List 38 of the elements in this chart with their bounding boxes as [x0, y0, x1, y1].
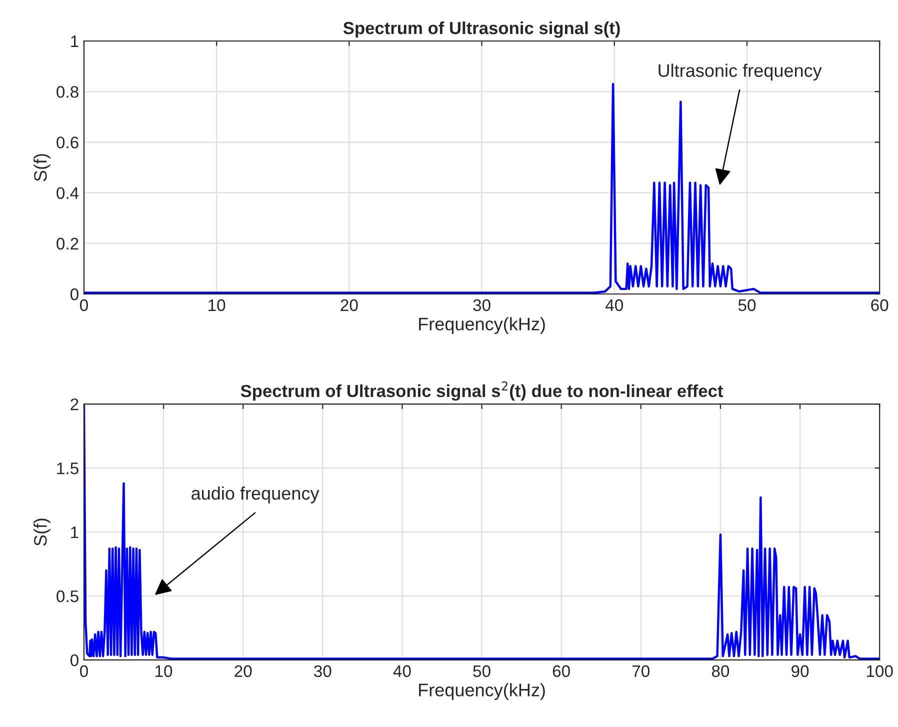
x-tick-label: 10 [208, 299, 226, 312]
x-tick-label: 80 [712, 665, 730, 678]
annotation: Ultrasonic frequency [658, 64, 822, 81]
y-tick-label: 0.6 [56, 136, 78, 148]
x-tick-label: 90 [792, 665, 809, 678]
x-tick-label: 0 [80, 299, 88, 312]
x-tick-label: 40 [605, 299, 623, 312]
y-tick-label: 2 [70, 398, 78, 410]
x-tick-label: 70 [632, 665, 650, 678]
y-tick-label: 1.5 [57, 462, 78, 474]
y-tick-label: 0 [70, 288, 78, 300]
x-tick-label: 20 [234, 665, 252, 678]
x-tick-label: 60 [552, 665, 570, 678]
y-axis-title: S(f) [34, 518, 50, 546]
y-tick-label: 0.4 [56, 187, 79, 200]
x-axis-title: Frequency(kHz) [419, 317, 545, 334]
x-tick-label: 100 [866, 665, 893, 678]
y-tick-label: 1 [71, 526, 78, 538]
x-tick-label: 50 [738, 299, 756, 312]
x-tick-label: 30 [473, 299, 490, 312]
x-tick-label: 30 [314, 665, 332, 678]
y-axis-title: S(f) [34, 154, 50, 182]
line-series [84, 404, 880, 660]
x-tick-label: 40 [393, 665, 411, 678]
x-tick-label: 60 [871, 299, 888, 312]
y-tick-label: 1 [71, 36, 78, 48]
y-tick-label: 0.8 [56, 86, 78, 98]
y-tick-label: 0.2 [56, 238, 78, 250]
y-tick-label: 0.5 [56, 590, 78, 602]
x-axis-title: Frequency(kHz) [419, 683, 545, 700]
x-tick-label: 20 [340, 299, 358, 312]
x-tick-label: 0 [80, 665, 88, 678]
chart-title: Spectrum of Ultrasonic signal s(t) [343, 21, 620, 38]
chart-title: Spectrum of Ultrasonic signal s$^{2}$(t) due to non-linear effect [240, 381, 724, 401]
x-tick-label: 50 [473, 665, 490, 678]
x-tick-label: 10 [156, 665, 172, 678]
annotation: audio frequency [192, 486, 320, 504]
y-tick-label: 0 [70, 654, 78, 666]
